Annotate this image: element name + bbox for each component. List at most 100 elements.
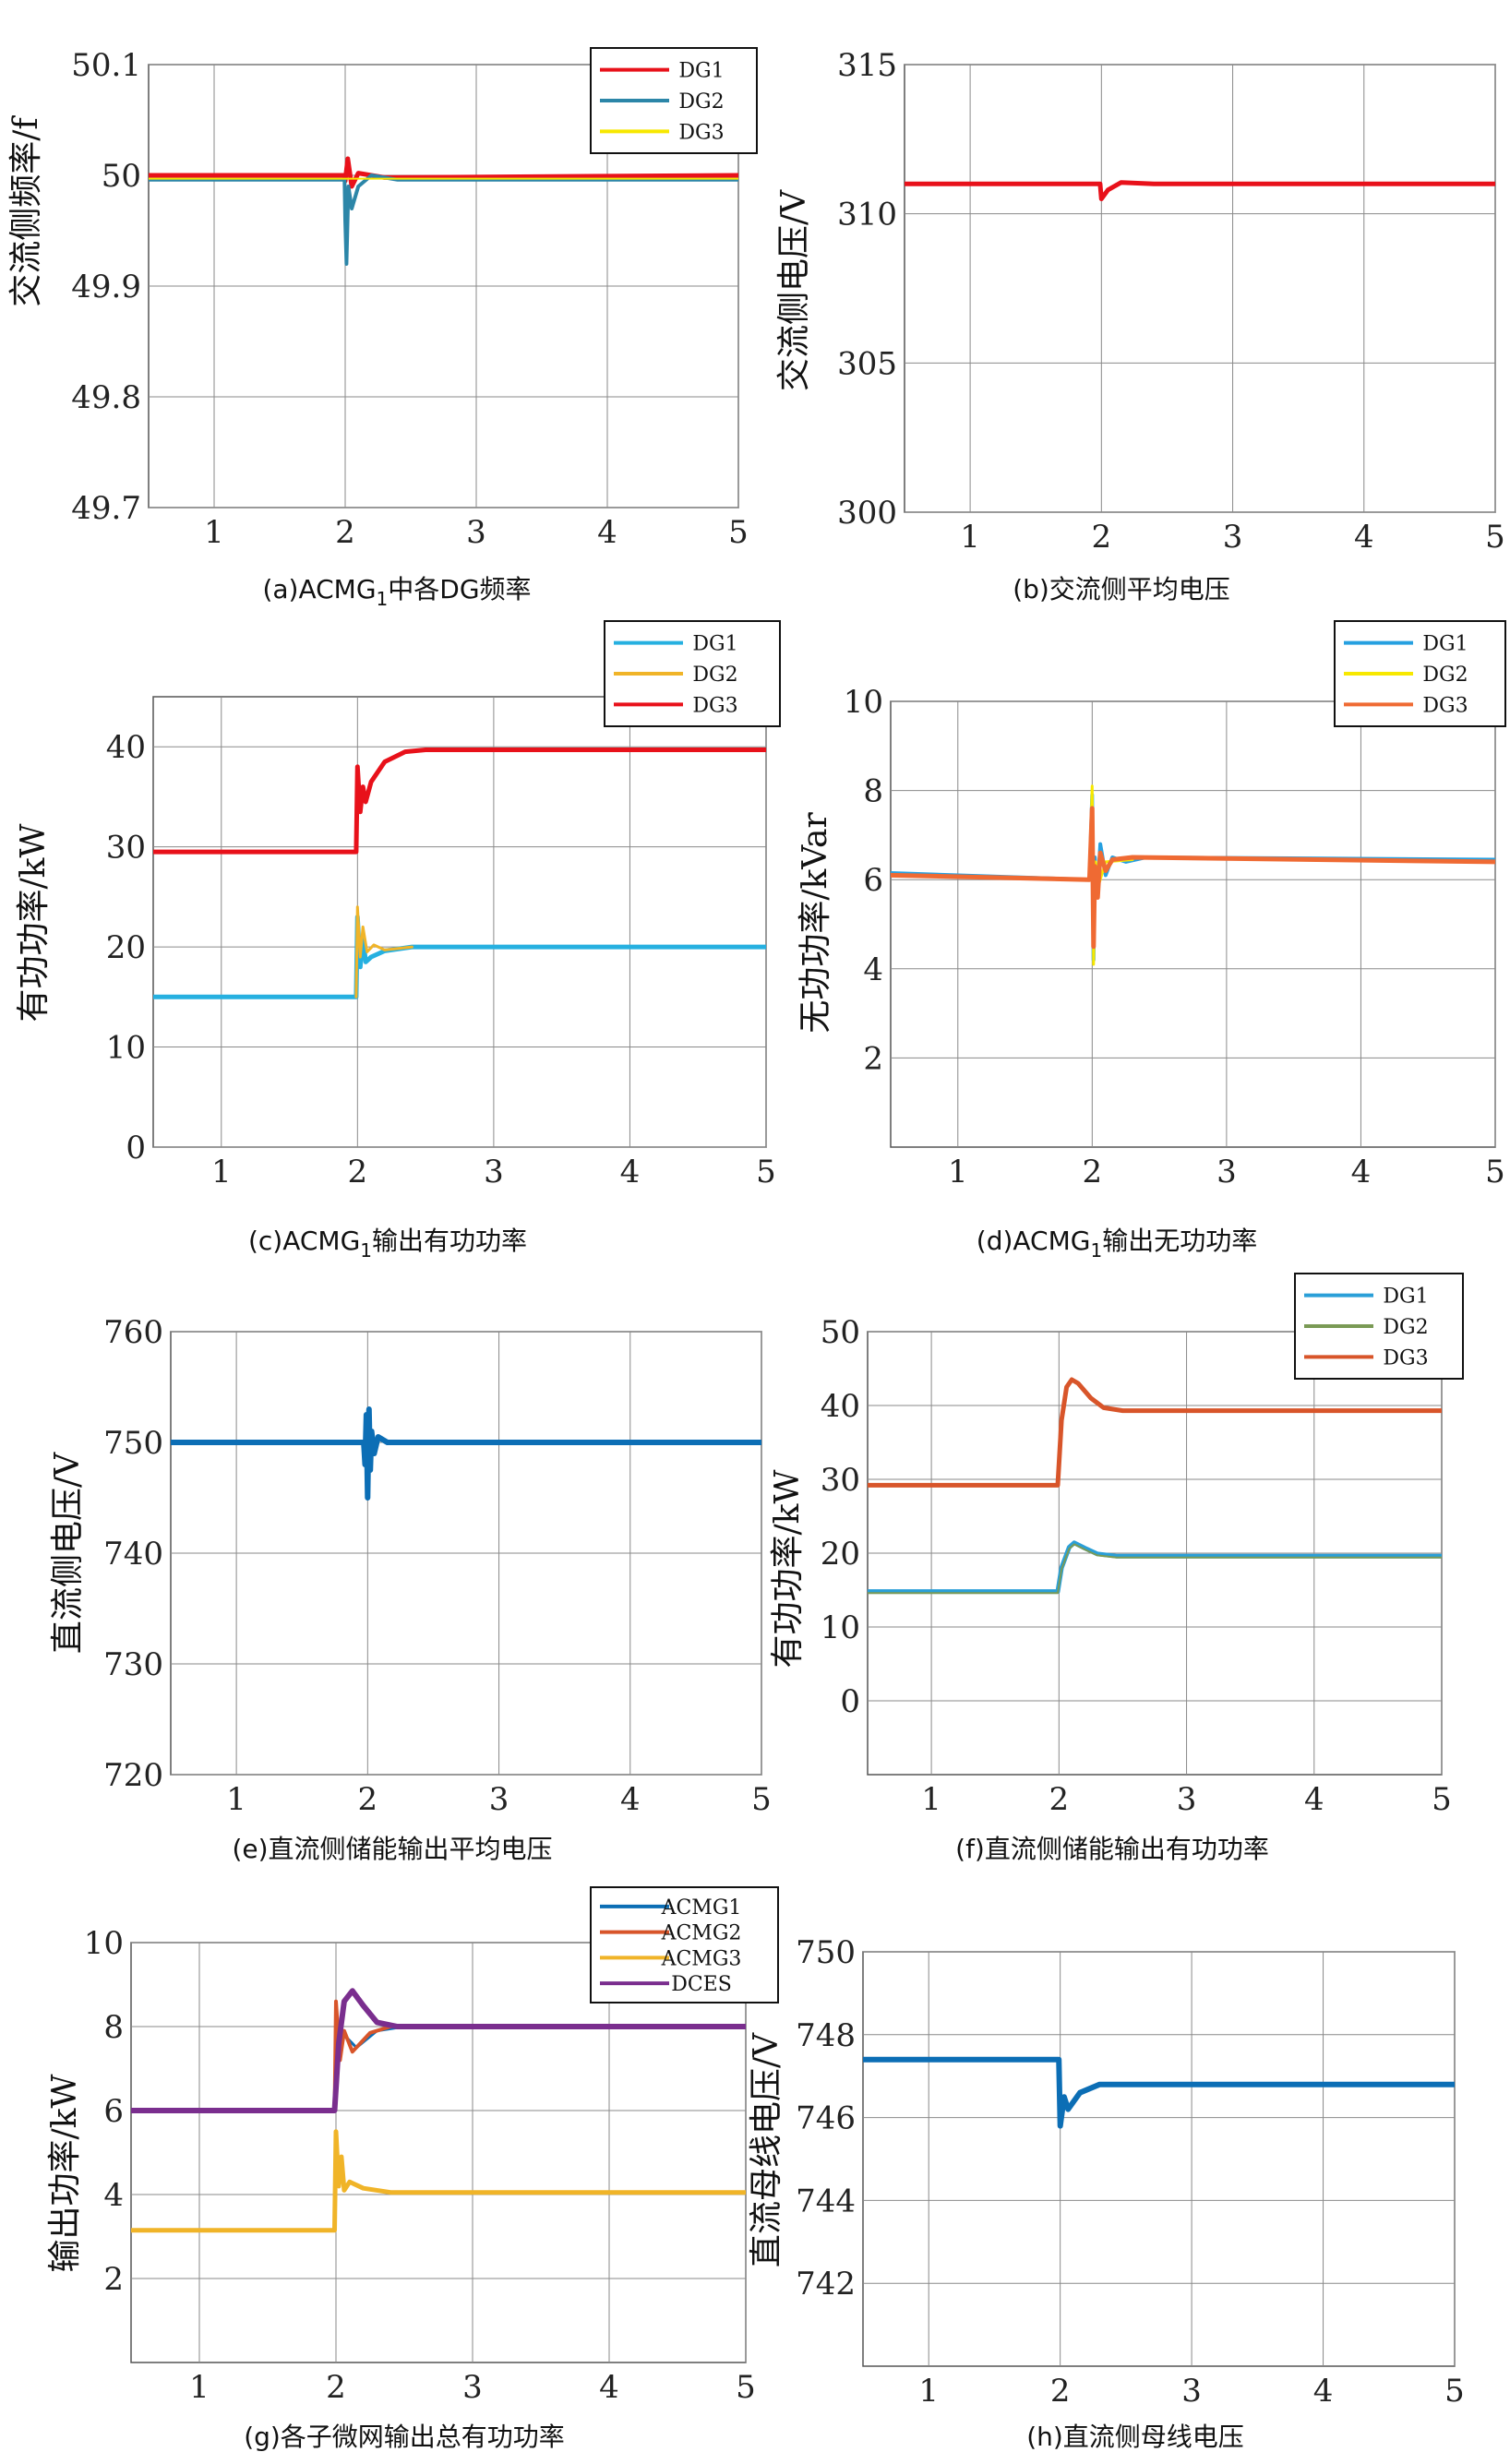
y-tick-label: 49.9 <box>71 269 141 305</box>
y-tick-label: 760 <box>103 1314 163 1351</box>
x-tick-label: 2 <box>1092 519 1112 556</box>
x-tick-label: 5 <box>1485 519 1505 556</box>
y-tick-label: 746 <box>796 2100 856 2137</box>
y-tick-label: 40 <box>106 729 146 766</box>
x-tick-label: 4 <box>620 1781 641 1818</box>
series-line-dg2 <box>354 905 413 999</box>
legend-f: DG1 DG2 DG3 <box>1294 1273 1464 1380</box>
y-tick-label: 720 <box>103 1757 163 1794</box>
x-tick-label: 5 <box>751 1781 772 1818</box>
chart-d: 1 2 3 4 5246810无功功率/kVarDG1DG2DG3(d)ACMG1输出无… <box>797 620 1506 1262</box>
x-tick-label: 1 <box>918 2373 939 2410</box>
y-tick-label: 300 <box>837 495 897 532</box>
y-tick-label: 49.8 <box>71 379 141 416</box>
legend-entry: ACMG1 <box>661 1896 742 1920</box>
series-line-dg3 <box>891 806 1495 950</box>
y-axis-label: 直流母线电压/V <box>748 2032 785 2267</box>
series-line-dg3 <box>868 1377 1442 1488</box>
chart-c: 1 2 3 4 5010203040有功功率/kWDG1DG2DG3(c)ACMG1输出… <box>15 620 781 1262</box>
y-axis-label: 直流侧电压/V <box>49 1452 87 1654</box>
y-tick-label: 748 <box>796 2017 856 2054</box>
legend-entry: DG3 <box>1383 1346 1428 1370</box>
chart-h: 1 2 3 4 5 742 744 746 748 750 直流母线电压/V (h)直流侧母线电压 <box>748 1934 1465 2452</box>
y-axis-label: 输出功率/kW <box>46 2075 84 2273</box>
plot-area-g <box>130 1942 747 2363</box>
x-tick-label: 3 <box>462 2369 483 2406</box>
y-tick-label: 20 <box>106 929 146 966</box>
y-tick-label: 6 <box>863 862 883 899</box>
legend-entry: ACMG3 <box>661 1947 742 1970</box>
legend-entry: DG3 <box>1422 694 1468 717</box>
chart-a: 1 2 3 4 5 49.7 49.8 49.9 50 50.1 交流侧频率/f DG1 DG2 DG3 (… <box>7 47 758 610</box>
series-line-u <box>171 1406 761 1501</box>
x-tick-label: 3 <box>1223 519 1243 556</box>
y-axis-label: 无功功率/kVar <box>797 812 834 1034</box>
legend-entry: DG2 <box>692 664 737 687</box>
x-tick-label: 4 <box>597 514 617 551</box>
chart-e: 1 2 3 4 5 720 730 740 750 760 直流侧电压/V (e)直流侧储能输出平均电… <box>49 1314 772 1864</box>
x-tick-label: 2 <box>335 514 355 551</box>
y-tick-label: 49.7 <box>71 490 141 527</box>
y-tick-label: 30 <box>106 830 146 867</box>
x-tick-label: 4 <box>620 1154 641 1190</box>
x-tick-label: 4 <box>1351 1154 1372 1190</box>
y-tick-label: 742 <box>796 2266 856 2303</box>
plot-area-h <box>862 1951 1456 2367</box>
x-tick-label: 2 <box>326 2369 346 2406</box>
y-tick-label: 10 <box>84 1925 124 1962</box>
x-tick-label: 5 <box>1444 2373 1465 2410</box>
legend-entry: DG1 <box>692 633 737 656</box>
legend-entry: DG2 <box>1422 664 1468 687</box>
legend-entry: DG1 <box>678 60 724 83</box>
y-tick-label: 4 <box>103 2177 124 2214</box>
caption-rest: 输出无功功率 <box>1102 1226 1257 1256</box>
y-tick-label: 310 <box>837 197 897 233</box>
y-tick-label: 6 <box>103 2093 124 2130</box>
caption-subscript: 1 <box>360 1239 372 1262</box>
caption-main: (d)ACMG <box>977 1226 1091 1256</box>
series-line-dg3 <box>153 748 766 855</box>
x-tick-label: 4 <box>599 2369 619 2406</box>
y-tick-label: 305 <box>837 345 897 382</box>
plot-area-c <box>152 696 767 1148</box>
x-tick-label: 1 <box>204 514 224 551</box>
chart-b: 1 2 3 4 5 300 305 310 315 交流侧电压/V (b)交流侧平均电压 <box>775 47 1505 604</box>
y-tick-label: 50 <box>102 158 141 195</box>
y-tick-label: 0 <box>840 1683 860 1720</box>
y-tick-label: 50.1 <box>71 47 141 84</box>
series-line-dg2 <box>868 1543 1442 1595</box>
x-tick-label: 2 <box>348 1154 368 1190</box>
x-tick-label: 5 <box>756 1154 776 1190</box>
legend-entry: DG2 <box>1383 1316 1428 1339</box>
series-line-acmg2 <box>332 1999 746 2112</box>
legend-entry: DCES <box>671 1973 732 1996</box>
caption-main: (c)ACMG <box>248 1226 360 1256</box>
figure-caption-b: (b)交流侧平均电压 <box>1013 574 1230 604</box>
caption-rest: 输出有功功率 <box>372 1226 527 1256</box>
legend-entry: DG3 <box>678 121 724 144</box>
y-tick-label: 40 <box>821 1388 860 1425</box>
series-line-acmg3 <box>131 2129 746 2233</box>
legend-entry: DG3 <box>692 694 737 717</box>
y-tick-label: 744 <box>796 2183 856 2219</box>
x-tick-label: 3 <box>1181 2373 1202 2410</box>
x-tick-label: 5 <box>736 2369 756 2406</box>
figure-caption-e: (e)直流侧储能输出平均电压 <box>232 1834 552 1864</box>
caption-subscript: 1 <box>377 588 389 610</box>
legend-entry: DG1 <box>1383 1286 1428 1309</box>
x-tick-label: 1 <box>189 2369 210 2406</box>
y-tick-label: 750 <box>796 1934 856 1971</box>
caption-main: (a)ACMG <box>262 574 376 604</box>
x-tick-label: 3 <box>1216 1154 1237 1190</box>
y-tick-label: 750 <box>103 1425 163 1462</box>
legend-c: DG1 DG2 DG3 <box>604 620 781 727</box>
x-tick-label: 1 <box>226 1781 246 1818</box>
x-tick-label: 3 <box>484 1154 504 1190</box>
plot-area-b <box>904 64 1496 513</box>
y-tick-label: 10 <box>106 1030 146 1067</box>
figure-caption-d: (d)ACMG1输出无功功率 <box>977 1226 1257 1262</box>
series-line-dg2 <box>1087 784 1134 966</box>
x-tick-label: 1 <box>960 519 980 556</box>
caption-rest: 中各DG频率 <box>388 574 531 604</box>
